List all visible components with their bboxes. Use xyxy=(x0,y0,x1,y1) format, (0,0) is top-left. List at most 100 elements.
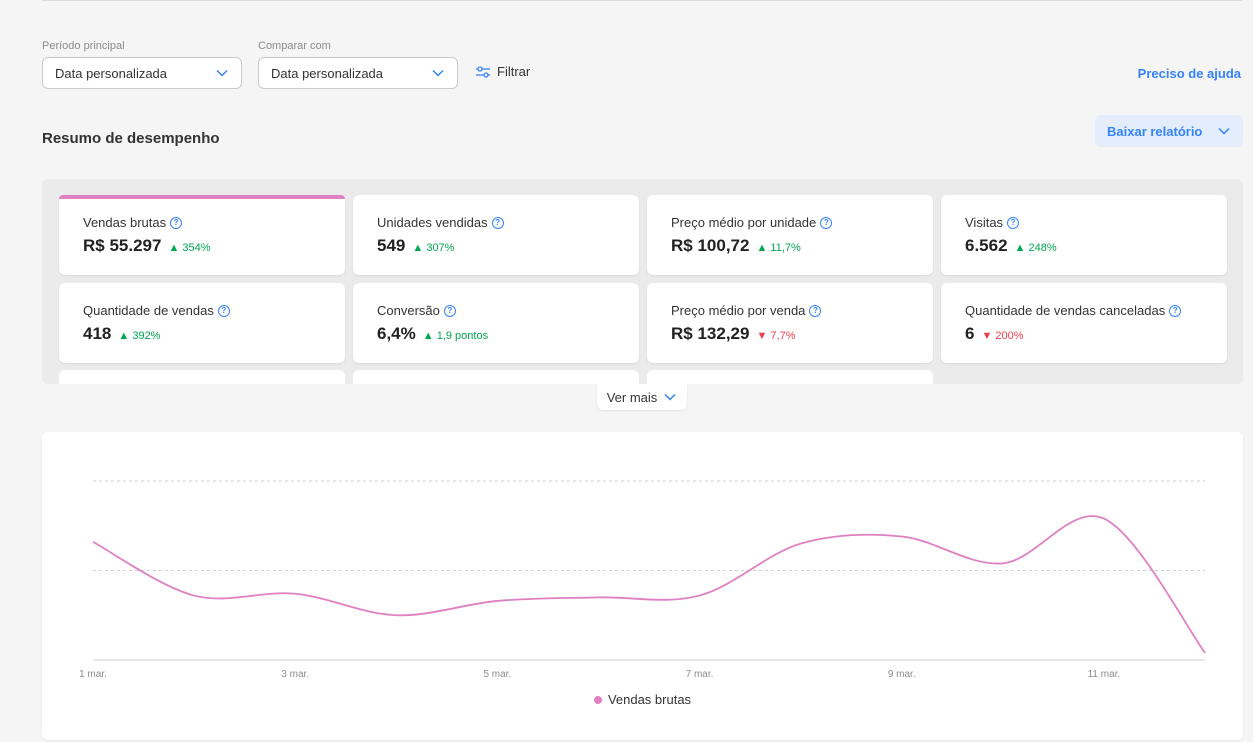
metric-card-sales-count[interactable]: Quantidade de vendas? 418 ▲ 392% xyxy=(59,283,345,363)
top-divider xyxy=(42,0,1242,1)
section-title: Resumo de desempenho xyxy=(42,130,220,147)
metric-value: R$ 132,29 xyxy=(671,324,750,343)
metric-delta-value: 392% xyxy=(132,330,161,342)
chart-panel: 1 mar. 3 mar. 5 mar. 7 mar. 9 mar. 11 mar. Ve… xyxy=(42,432,1243,740)
compare-label: Comparar com xyxy=(258,40,331,52)
help-circle-icon[interactable]: ? xyxy=(170,216,183,229)
data-point[interactable] xyxy=(491,595,503,607)
triangle-down-icon: ▼ xyxy=(981,330,993,342)
metric-delta-value: 7,7% xyxy=(770,330,796,342)
metric-card-avg-price-sale[interactable]: Preço médio por venda? R$ 132,29 ▼ 7,7% xyxy=(647,283,933,363)
chevron-down-icon xyxy=(432,69,444,77)
metric-label: Quantidade de vendas xyxy=(83,303,214,318)
filter-button[interactable]: Filtrar xyxy=(475,64,530,79)
metric-value: R$ 55.297 xyxy=(83,236,162,255)
data-point[interactable] xyxy=(1098,513,1110,525)
metric-label: Quantidade de vendas canceladas xyxy=(965,303,1166,318)
legend-label: Vendas brutas xyxy=(607,692,692,707)
metric-delta-value: 307% xyxy=(426,242,455,254)
filter-label: Filtrar xyxy=(497,64,531,79)
main-period-label: Período principal xyxy=(42,40,125,52)
triangle-up-icon: ▲ xyxy=(1014,242,1026,254)
metric-card-conversion[interactable]: Conversão? 6,4% ▲ 1,9 pontos xyxy=(353,283,639,363)
metric-delta-value: 200% xyxy=(995,330,1024,342)
metric-card-avg-price-unit[interactable]: Preço médio por unidade? R$ 100,72 ▲ 11,7… xyxy=(647,195,933,275)
x-tick-label: 1 mar. xyxy=(79,669,107,680)
data-point[interactable] xyxy=(997,557,1009,569)
main-period-value: Data personalizada xyxy=(55,65,168,81)
help-circle-icon[interactable]: ? xyxy=(1007,216,1020,229)
metric-value: 6 xyxy=(965,324,975,343)
x-tick-label: 11 mar. xyxy=(1088,669,1121,680)
triangle-up-icon: ▲ xyxy=(756,242,768,254)
help-circle-icon[interactable]: ? xyxy=(820,216,833,229)
triangle-up-icon: ▲ xyxy=(422,330,434,342)
metrics-panel: Vendas brutas? R$ 55.297 ▲ 354% Unidades … xyxy=(42,179,1243,384)
help-circle-icon[interactable]: ? xyxy=(809,304,822,317)
data-point[interactable] xyxy=(188,590,200,602)
metric-delta: ▲ 11,7% xyxy=(756,242,800,254)
data-point[interactable] xyxy=(592,591,604,603)
data-point[interactable] xyxy=(795,538,807,550)
metric-value: 6,4% xyxy=(377,324,416,343)
help-circle-icon[interactable]: ? xyxy=(491,216,504,229)
metric-card-hidden xyxy=(59,370,345,384)
compare-select[interactable]: Data personalizada xyxy=(258,57,458,89)
triangle-up-icon: ▲ xyxy=(168,242,180,254)
sliders-icon xyxy=(476,65,490,78)
metric-delta-value: 1,9 pontos xyxy=(436,330,489,342)
see-more-label: Ver mais xyxy=(606,389,658,405)
compare-value: Data personalizada xyxy=(271,65,384,81)
sales-line-chart: 1 mar. 3 mar. 5 mar. 7 mar. 9 mar. 11 mar. xyxy=(79,480,1211,680)
help-circle-icon[interactable]: ? xyxy=(217,304,230,317)
main-period-select[interactable]: Data personalizada xyxy=(42,57,242,89)
metric-delta: ▲ 1,9 pontos xyxy=(423,330,488,342)
metric-card-hidden xyxy=(353,370,639,384)
metric-label: Conversão xyxy=(377,303,440,318)
help-circle-icon[interactable]: ? xyxy=(443,304,456,317)
metric-delta: ▼ 7,7% xyxy=(756,330,795,342)
data-point[interactable] xyxy=(694,590,706,602)
metric-delta: ▲ 354% xyxy=(168,242,210,254)
x-tick-label: 5 mar. xyxy=(483,669,511,680)
legend-swatch xyxy=(593,695,602,704)
data-point[interactable] xyxy=(289,588,301,600)
metric-value: 549 xyxy=(377,236,406,255)
metric-value: R$ 100,72 xyxy=(671,236,750,255)
data-point[interactable] xyxy=(1199,647,1211,659)
metric-value: 6.562 xyxy=(965,236,1008,255)
metric-card-units-sold[interactable]: Unidades vendidas? 549 ▲ 307% xyxy=(353,195,639,275)
metric-value: 418 xyxy=(83,324,112,343)
chevron-down-icon xyxy=(664,393,676,401)
download-report-button[interactable]: Baixar relatório xyxy=(1095,115,1243,147)
metric-label: Unidades vendidas xyxy=(377,215,488,230)
chevron-down-icon xyxy=(216,69,228,77)
metric-card-hidden xyxy=(647,370,933,384)
metric-card-gross-sales[interactable]: Vendas brutas? R$ 55.297 ▲ 354% xyxy=(59,195,345,275)
data-point[interactable] xyxy=(390,609,402,621)
triangle-up-icon: ▲ xyxy=(412,242,424,254)
metric-label: Visitas xyxy=(965,215,1004,230)
see-more-button[interactable]: Ver mais xyxy=(597,384,687,410)
series-line-0 xyxy=(92,515,1206,654)
data-point[interactable] xyxy=(87,536,99,548)
metric-label: Preço médio por venda xyxy=(671,303,806,318)
data-point[interactable] xyxy=(896,530,908,542)
metric-card-cancelled-sales[interactable]: Quantidade de vendas canceladas? 6 ▼ 200% xyxy=(941,283,1227,363)
metric-delta: ▼ 200% xyxy=(981,330,1023,342)
x-tick-label: 9 mar. xyxy=(888,669,916,680)
metric-delta-value: 354% xyxy=(182,242,211,254)
chevron-down-icon xyxy=(1218,127,1230,135)
metric-delta: ▲ 392% xyxy=(118,330,160,342)
x-tick-label: 7 mar. xyxy=(686,669,714,680)
help-circle-icon[interactable]: ? xyxy=(1169,304,1182,317)
metric-label: Vendas brutas xyxy=(83,215,167,230)
metric-delta-value: 248% xyxy=(1028,242,1057,254)
x-tick-label: 3 mar. xyxy=(281,669,309,680)
triangle-up-icon: ▲ xyxy=(118,330,130,342)
metric-card-visits[interactable]: Visitas? 6.562 ▲ 248% xyxy=(941,195,1227,275)
metric-label: Preço médio por unidade xyxy=(671,215,817,230)
help-link[interactable]: Preciso de ajuda xyxy=(1137,66,1241,81)
metric-delta: ▲ 248% xyxy=(1015,242,1057,254)
download-report-label: Baixar relatório xyxy=(1107,123,1203,139)
